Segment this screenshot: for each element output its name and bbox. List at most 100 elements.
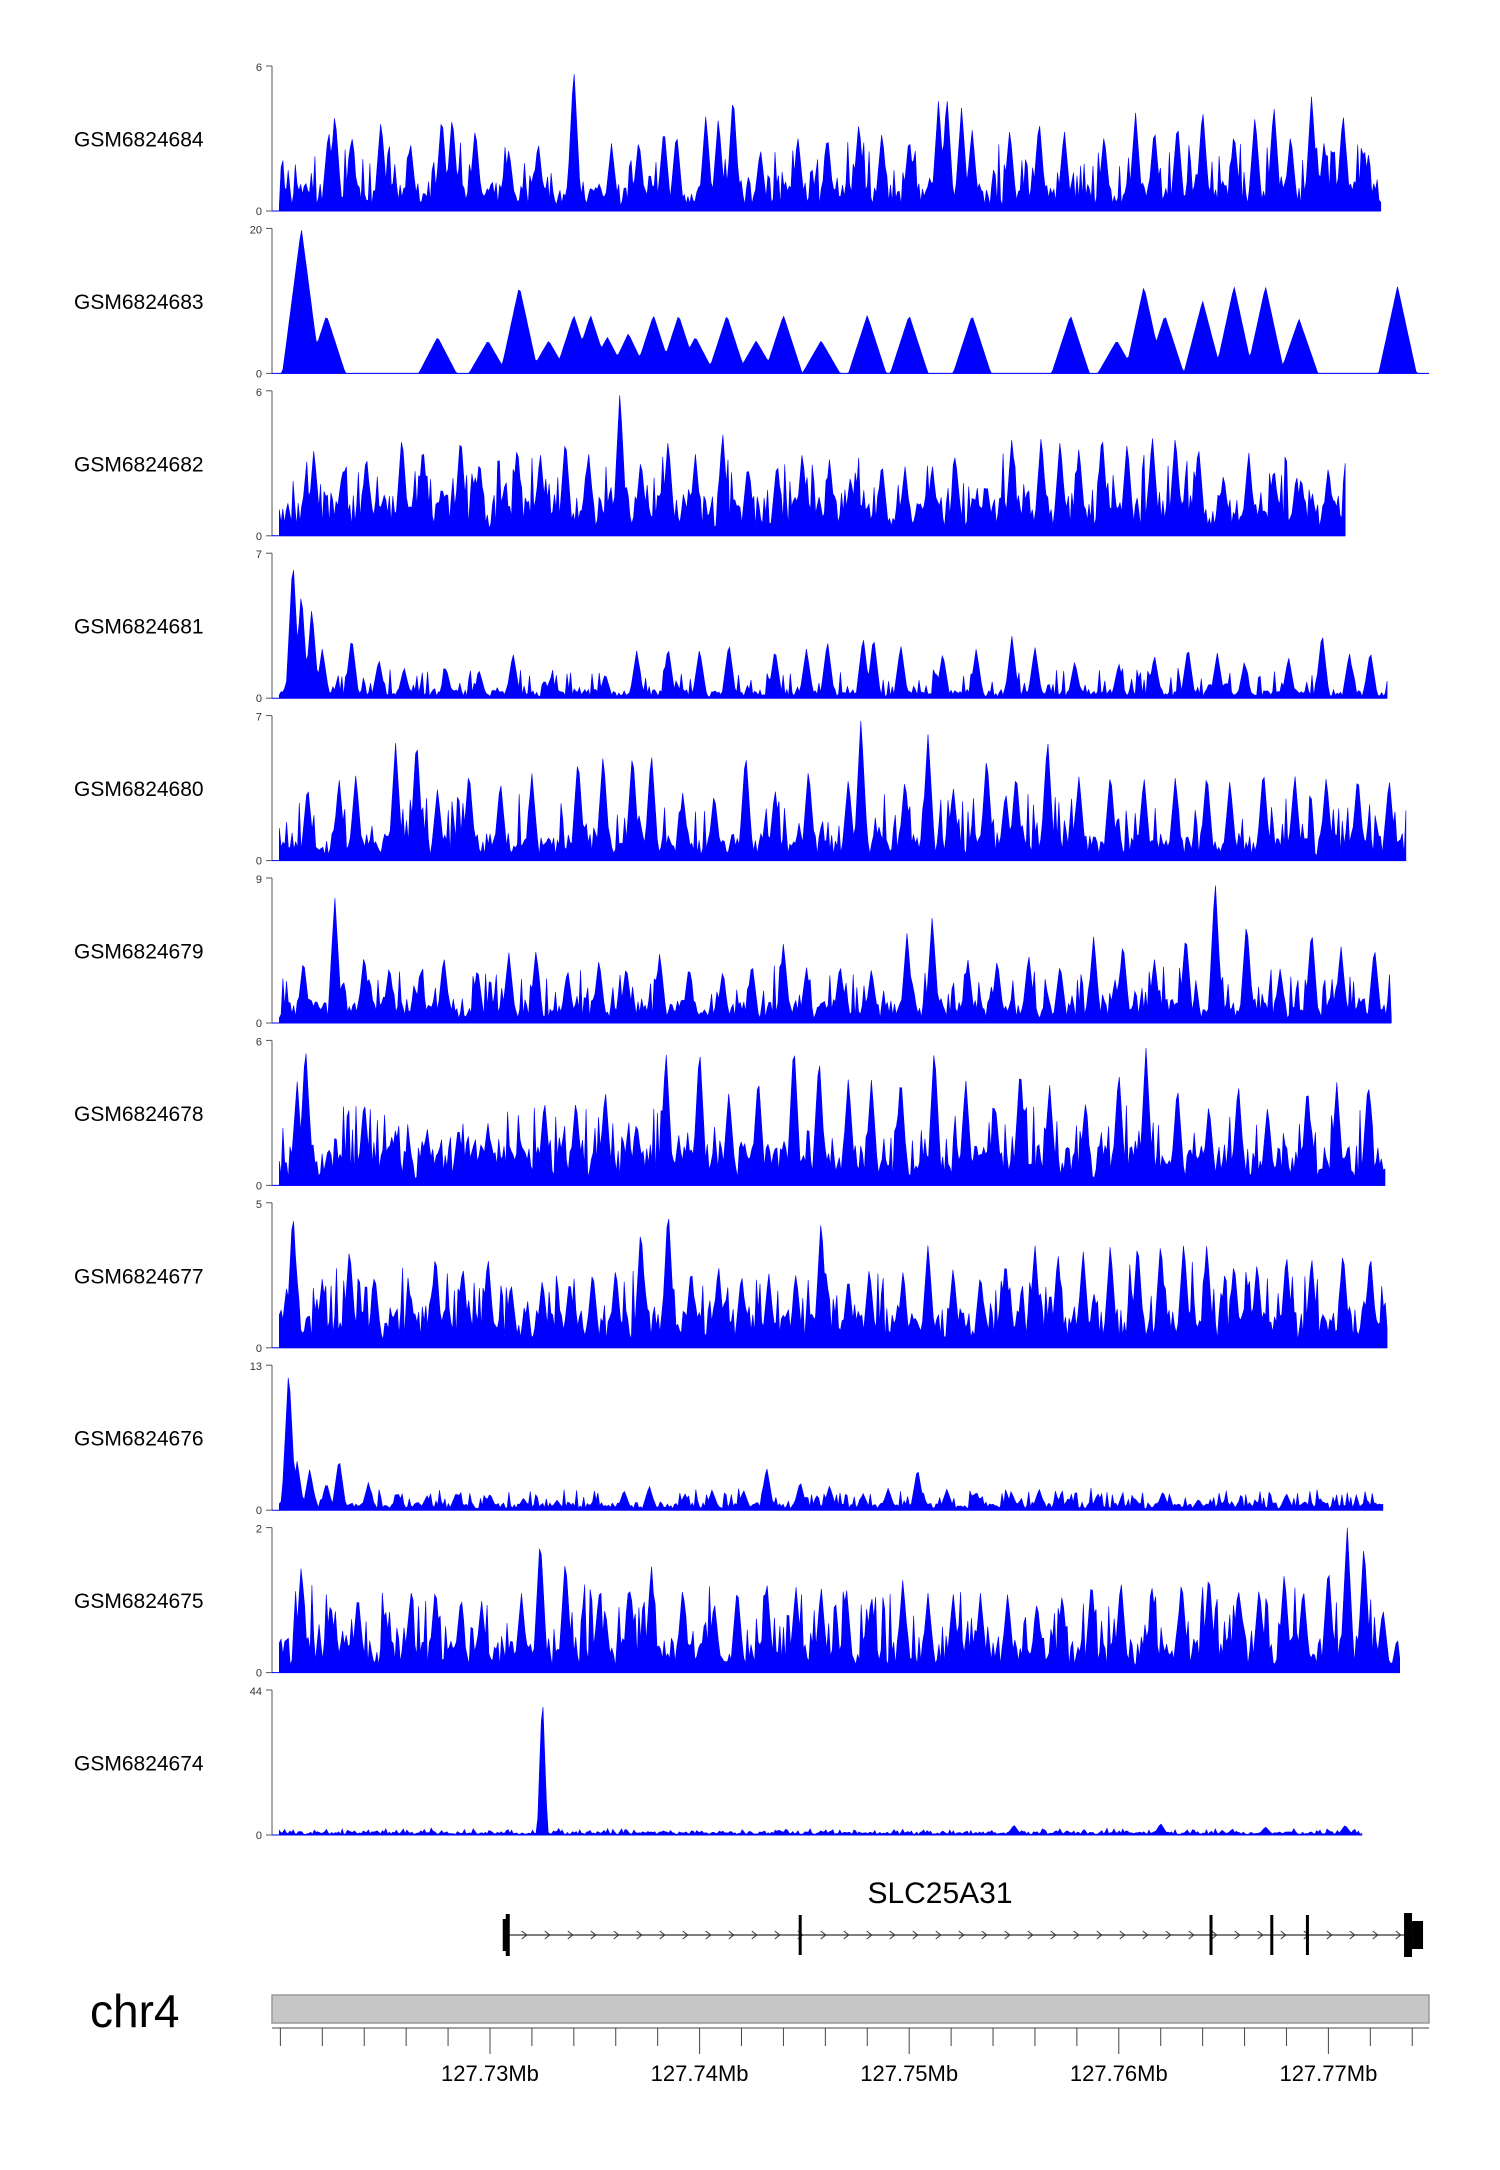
y-min-label: 0: [256, 1018, 262, 1030]
y-max-label: 2: [256, 1524, 262, 1536]
strand-arrow: [774, 1930, 781, 1940]
strand-arrow: [1372, 1930, 1379, 1940]
chromosome-label: chr4: [90, 1985, 179, 2037]
y-min-label: 0: [256, 531, 262, 543]
track-GSM6824684: GSM6824684 6 0: [74, 62, 1382, 218]
strand-arrow: [1326, 1930, 1333, 1940]
x-tick-label: 127.77Mb: [1279, 2061, 1377, 2086]
strand-arrow: [659, 1930, 666, 1940]
coverage-area: [279, 395, 1346, 537]
coverage-area: [279, 885, 1392, 1024]
strand-arrow: [1257, 1930, 1264, 1940]
strand-arrow: [866, 1930, 873, 1940]
strand-arrow: [682, 1930, 689, 1940]
track-GSM6824678: GSM6824678 6 0: [74, 1036, 1386, 1192]
track-GSM6824679: GSM6824679 9 0: [74, 874, 1392, 1030]
track-label: GSM6824682: [74, 453, 204, 476]
strand-arrow: [889, 1930, 896, 1940]
y-min-label: 0: [256, 1343, 262, 1355]
track-GSM6824683: GSM6824683 20 0: [74, 224, 1429, 380]
exon: [1270, 1915, 1274, 1955]
coverage-area: [279, 720, 1407, 861]
coverage-area: [279, 570, 1388, 699]
track-label: GSM6824679: [74, 941, 204, 964]
track-GSM6824677: GSM6824677 5 0: [74, 1199, 1388, 1355]
strand-arrow: [705, 1930, 712, 1940]
strand-arrow: [1234, 1930, 1241, 1940]
track-label: GSM6824684: [74, 129, 204, 152]
strand-arrow: [1165, 1930, 1172, 1940]
strand-arrow: [1050, 1930, 1057, 1940]
y-min-label: 0: [256, 1180, 262, 1192]
exon-utr: [1412, 1921, 1424, 1949]
strand-arrow: [544, 1930, 551, 1940]
track-GSM6824682: GSM6824682 6 0: [74, 387, 1346, 543]
x-tick-label: 127.74Mb: [651, 2061, 749, 2086]
exon: [1209, 1915, 1213, 1955]
strand-arrow: [912, 1930, 919, 1940]
coverage-area: [279, 1047, 1386, 1186]
strand-arrow: [843, 1930, 850, 1940]
strand-arrow: [1280, 1930, 1287, 1940]
x-tick-label: 127.75Mb: [860, 2061, 958, 2086]
track-GSM6824674: GSM6824674 44 0: [74, 1686, 1363, 1842]
strand-arrow: [590, 1930, 597, 1940]
track-label: GSM6824677: [74, 1265, 204, 1288]
strand-arrow: [567, 1930, 574, 1940]
strand-arrow: [1027, 1930, 1034, 1940]
coverage-area: [279, 74, 1382, 212]
strand-arrow: [1119, 1930, 1126, 1940]
strand-arrow: [820, 1930, 827, 1940]
strand-arrow: [1096, 1930, 1103, 1940]
strand-arrow: [1349, 1930, 1356, 1940]
y-min-label: 0: [256, 368, 262, 380]
x-tick-label: 127.73Mb: [441, 2061, 539, 2086]
strand-arrow: [521, 1930, 528, 1940]
y-max-label: 6: [256, 387, 262, 399]
strand-arrow: [1004, 1930, 1011, 1940]
track-label: GSM6824683: [74, 291, 204, 314]
y-min-label: 0: [256, 1830, 262, 1842]
y-max-label: 9: [256, 874, 262, 886]
y-max-label: 7: [256, 549, 262, 561]
y-max-label: 44: [250, 1686, 262, 1698]
strand-arrow: [1142, 1930, 1149, 1940]
track-label: GSM6824680: [74, 778, 204, 801]
strand-arrow: [981, 1930, 988, 1940]
y-min-label: 0: [256, 856, 262, 868]
exon: [1305, 1915, 1309, 1955]
track-label: GSM6824681: [74, 616, 204, 639]
coverage-area: [279, 230, 1429, 375]
coverage-area: [279, 1377, 1384, 1511]
x-tick-label: 127.76Mb: [1070, 2061, 1168, 2086]
track-label: GSM6824676: [74, 1428, 204, 1451]
strand-arrow: [613, 1930, 620, 1940]
exon: [1404, 1913, 1413, 1957]
track-GSM6824680: GSM6824680 7 0: [74, 712, 1407, 868]
y-min-label: 0: [256, 206, 262, 218]
strand-arrow: [751, 1930, 758, 1940]
strand-arrow: [636, 1930, 643, 1940]
chromosome-ideogram-bar: [271, 1994, 1430, 2024]
y-max-label: 20: [250, 224, 262, 236]
track-GSM6824681: GSM6824681 7 0: [74, 549, 1388, 705]
strand-arrow: [1073, 1930, 1080, 1940]
strand-arrow: [935, 1930, 942, 1940]
y-max-label: 5: [256, 1199, 262, 1211]
chromosome-axis: chr4 127.73Mb 127.74Mb 127.75Mb 127.76Mb 127…: [90, 1985, 1430, 2086]
strand-arrow: [728, 1930, 735, 1940]
y-min-label: 0: [256, 1668, 262, 1680]
strand-arrow: [1188, 1930, 1195, 1940]
coverage-area: [279, 1706, 1363, 1836]
y-max-label: 6: [256, 1036, 262, 1048]
strand-arrow: [1395, 1930, 1402, 1940]
track-label: GSM6824675: [74, 1590, 204, 1613]
track-GSM6824675: GSM6824675 2 0: [74, 1524, 1400, 1680]
y-max-label: 13: [250, 1361, 262, 1373]
y-min-label: 0: [256, 693, 262, 705]
strand-arrow: [1211, 1930, 1218, 1940]
gene-name-label: SLC25A31: [867, 1877, 1012, 1910]
gene-track: SLC25A31: [502, 1877, 1424, 1957]
coverage-tracks: GSM682468460GSM6824683200GSM682468260GSM…: [74, 62, 1429, 1842]
